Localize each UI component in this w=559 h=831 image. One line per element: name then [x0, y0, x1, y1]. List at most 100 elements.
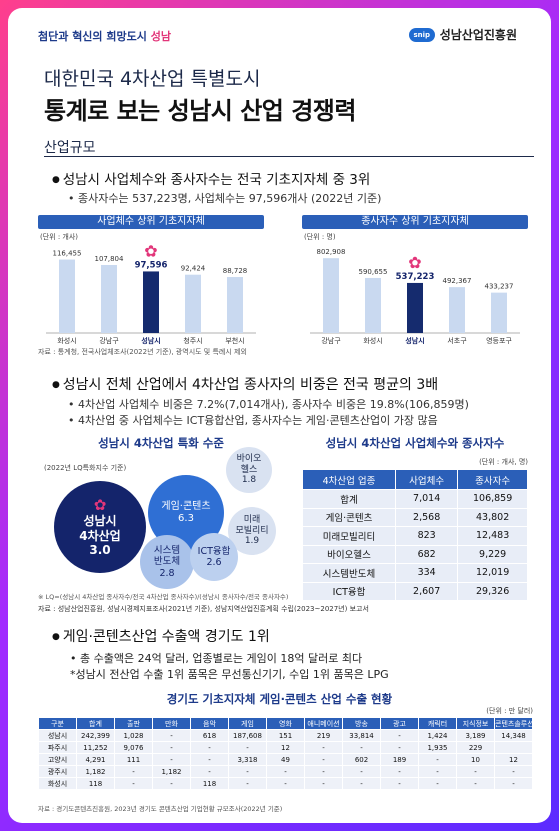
bar — [143, 271, 159, 333]
value-cell: 11,252 — [76, 741, 115, 754]
value-cell: 29,326 — [457, 581, 528, 601]
value-cell: - — [418, 777, 457, 790]
value-cell: - — [152, 777, 191, 790]
value-cell: - — [380, 777, 419, 790]
value-cell: 14,348 — [494, 729, 533, 742]
industry-name-cell: 미래모빌리티 — [301, 526, 397, 546]
bubble-value: 6.3 — [178, 513, 194, 524]
value-cell: 111 — [114, 753, 153, 766]
table-row: 성남시 242,399 1,028-618 187,608 151 219 33,814-1… — [38, 729, 533, 742]
industry-name-cell: 시스템반도체 — [301, 563, 397, 583]
value-cell: 12 — [494, 753, 533, 766]
data-label: 107,804 — [95, 255, 124, 263]
value-cell: 43,802 — [457, 507, 528, 527]
brand-name: 성남산업진흥원 — [439, 28, 517, 42]
value-cell: - — [152, 741, 191, 754]
table-header-row: 구분 합계 출판 만화 음악 게임 영화 애니메이션 방송 광고 캐릭터 지식정보 콘텐츠솔루션 — [38, 717, 533, 730]
column-header: 합계 — [76, 717, 115, 730]
value-cell: 602 — [342, 753, 381, 766]
value-cell: 1,182 — [152, 765, 191, 778]
value-cell — [494, 741, 533, 754]
export-table-unit: (단위 : 만 달러) — [486, 707, 533, 715]
value-cell: - — [266, 765, 305, 778]
lq-panel-title: 성남시 4차산업 특화 수준 — [98, 436, 224, 450]
category-label: 서초구 — [447, 336, 467, 345]
column-header: 캐릭터 — [418, 717, 457, 730]
value-cell: 33,814 — [342, 729, 381, 742]
value-cell: 189 — [380, 753, 419, 766]
value-cell: 118 — [76, 777, 115, 790]
value-cell: 242,399 — [76, 729, 115, 742]
data-label: 433,237 — [485, 283, 514, 291]
bar — [101, 265, 117, 333]
headline-2-sub-1: • 4차산업 사업체수 비중은 7.2%(7,014개사), 종사자수 비중은 … — [68, 398, 469, 411]
industry-name-cell: 바이오헬스 — [301, 544, 397, 564]
value-cell: 1,424 — [418, 729, 457, 742]
table-row: 파주시 11,252 9,076- - -12- - -1,935 229 — [38, 741, 533, 754]
table-row: 광주시 1,182-1,182- - - - - - - - - — [38, 765, 533, 778]
snip-logo: snip — [408, 27, 435, 42]
headline-1-sub: • 종사자수는 537,223명, 사업체수는 97,596개사 (2022년 … — [68, 192, 382, 205]
lq-panel: 성남시 4차산업 특화 수준 (2022년 LQ특화지수 기준) ✿ 성남시 4… — [38, 435, 284, 601]
city-cell: 고양시 — [38, 753, 77, 766]
bar — [323, 258, 339, 333]
value-cell: 2,607 — [395, 581, 459, 601]
bubble-bio-health: 바이오 헬스 1.8 — [226, 447, 272, 493]
data-label: 802,908 — [317, 248, 346, 256]
table-row: 시스템반도체 334 12,019 — [301, 563, 528, 583]
value-cell: 2,568 — [395, 507, 459, 527]
value-cell: - — [342, 741, 381, 754]
export-headline: 게임·콘텐츠산업 수출액 경기도 1위 — [52, 626, 270, 646]
export-table-title: 경기도 기초지자체 게임·콘텐츠 산업 수출 현황 — [166, 692, 393, 706]
industry-table-panel: 성남시 4차산업 사업체수와 종사자수 (단위 : 개사, 명) 4차산업 업종… — [301, 435, 528, 601]
brand: snip 성남산업진흥원 — [408, 26, 517, 43]
value-cell: 229 — [456, 741, 495, 754]
value-cell: - — [456, 777, 495, 790]
seongnam-flower-icon: ✿ — [408, 253, 421, 272]
value-cell: 12 — [266, 741, 305, 754]
category-label: 부천시 — [225, 336, 244, 345]
column-header: 애니메이션 — [304, 717, 343, 730]
section-label: 산업규모 — [44, 137, 534, 157]
lq-source-note: 자료 : 성남산업진흥원, 성남시경제지표조사(2021년 기준), 성남지역산… — [38, 605, 369, 613]
industry-table-unit: (단위 : 개사, 명) — [479, 458, 528, 466]
bar — [365, 277, 381, 333]
bubble-value: 1.8 — [241, 475, 257, 486]
table-row: 화성시 118- -118- - - - - - - - — [38, 777, 533, 790]
bubble-label: 모빌리티 — [235, 525, 269, 536]
value-cell: 7,014 — [395, 489, 459, 509]
column-header: 광고 — [380, 717, 419, 730]
category-label: 성남시 — [141, 336, 160, 345]
chart-unit: (단위 : 개사) — [40, 233, 79, 241]
city-cell: 화성시 — [38, 777, 77, 790]
table-row: 합계 7,014 106,859 — [301, 489, 528, 509]
data-label: 92,424 — [181, 265, 206, 273]
value-cell: - — [380, 729, 419, 742]
value-cell: 3,189 — [456, 729, 495, 742]
value-cell: - — [456, 765, 495, 778]
bubble-label: 성남시 — [83, 514, 117, 529]
value-cell: - — [114, 765, 153, 778]
bubble-label: 미래 — [243, 514, 261, 525]
bubble-label: ICT융합 — [197, 545, 231, 557]
value-cell: - — [342, 777, 381, 790]
city-cell: 성남시 — [38, 729, 77, 742]
export-source-note: 자료 : 경기도콘텐츠진흥원, 2023년 경기도 콘텐츠산업 기업현황 규모조… — [38, 805, 283, 813]
value-cell: - — [228, 777, 267, 790]
value-cell: - — [152, 729, 191, 742]
column-header: 음악 — [190, 717, 229, 730]
value-cell: - — [304, 741, 343, 754]
value-cell: 618 — [190, 729, 229, 742]
value-cell: - — [304, 765, 343, 778]
column-header: 게임 — [228, 717, 267, 730]
value-cell: 151 — [266, 729, 305, 742]
bubble-label: 바이오 — [236, 453, 262, 464]
chart-unit: (단위 : 명) — [304, 233, 336, 241]
table-row: 게임·콘텐츠 2,568 43,802 — [301, 507, 528, 527]
table-row: 바이오헬스 682 9,229 — [301, 544, 528, 564]
value-cell: - — [418, 765, 457, 778]
bubble-value: 3.0 — [89, 543, 111, 558]
page-subtitle: 대한민국 4차산업 특별도시 — [44, 68, 261, 90]
value-cell: - — [228, 741, 267, 754]
bar — [407, 282, 423, 333]
